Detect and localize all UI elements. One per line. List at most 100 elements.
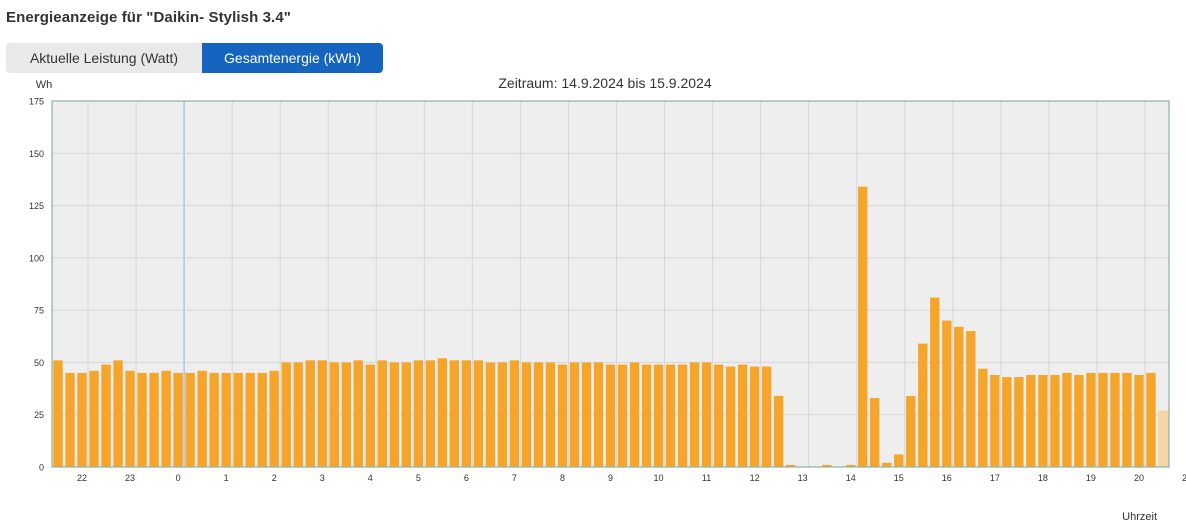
bar bbox=[425, 360, 436, 467]
x-tick-label: 12 bbox=[750, 473, 760, 483]
y-tick-label: 100 bbox=[29, 253, 44, 263]
bar bbox=[858, 186, 868, 467]
bar bbox=[413, 360, 424, 467]
bar bbox=[113, 360, 123, 467]
x-tick-label: 0 bbox=[176, 473, 181, 483]
tab-bar: Aktuelle Leistung (Watt) Gesamtenergie (… bbox=[6, 43, 383, 73]
bar bbox=[954, 326, 964, 467]
bar bbox=[353, 360, 363, 467]
bar bbox=[269, 370, 279, 467]
bar bbox=[653, 364, 664, 467]
x-tick-label: 20 bbox=[1134, 473, 1144, 483]
y-tick-label: 50 bbox=[34, 358, 44, 368]
bar bbox=[365, 364, 375, 467]
bar bbox=[930, 297, 940, 467]
bar bbox=[257, 372, 267, 467]
x-tick-label: 17 bbox=[990, 473, 1000, 483]
bar-partial bbox=[1158, 410, 1169, 467]
bar bbox=[305, 360, 315, 467]
bar bbox=[870, 397, 880, 467]
bar bbox=[713, 364, 724, 467]
bar bbox=[773, 395, 784, 467]
bar bbox=[581, 362, 592, 467]
bar bbox=[65, 372, 75, 467]
bar bbox=[1038, 374, 1048, 467]
bar bbox=[785, 464, 796, 467]
bar bbox=[761, 366, 772, 467]
bar bbox=[485, 362, 496, 467]
bar bbox=[689, 362, 700, 467]
bar bbox=[101, 364, 111, 467]
bar bbox=[1122, 372, 1132, 467]
bar bbox=[1050, 374, 1060, 467]
bar bbox=[317, 360, 327, 467]
bar bbox=[1062, 372, 1072, 467]
bar bbox=[137, 372, 147, 467]
y-tick-label: 125 bbox=[29, 201, 44, 211]
bar bbox=[185, 372, 195, 467]
x-tick-label: 11 bbox=[702, 473, 711, 483]
bar bbox=[1146, 372, 1156, 467]
bar bbox=[978, 368, 988, 467]
y-tick-label: 175 bbox=[29, 97, 44, 107]
tab-current-power[interactable]: Aktuelle Leistung (Watt) bbox=[6, 43, 202, 73]
bar bbox=[665, 364, 676, 467]
bar bbox=[509, 360, 520, 467]
x-tick-label: 23 bbox=[125, 473, 135, 483]
bar bbox=[725, 366, 736, 467]
bar bbox=[990, 374, 1000, 467]
bar bbox=[737, 364, 748, 467]
bar bbox=[245, 372, 255, 467]
x-tick-label: 15 bbox=[894, 473, 904, 483]
plot-border bbox=[51, 100, 1170, 468]
bar bbox=[557, 364, 568, 467]
x-tick-label: 21 bbox=[1182, 473, 1186, 483]
x-tick-label: 13 bbox=[798, 473, 808, 483]
bar bbox=[882, 462, 892, 467]
bar bbox=[1026, 374, 1036, 467]
page-title: Energieanzeige für "Daikin- Stylish 3.4" bbox=[6, 9, 291, 26]
y-tick-label: 25 bbox=[34, 410, 44, 420]
bar bbox=[1014, 377, 1024, 467]
x-tick-label: 3 bbox=[320, 473, 325, 483]
bar bbox=[401, 362, 412, 467]
bar bbox=[53, 360, 63, 467]
bar bbox=[629, 362, 640, 467]
bar bbox=[617, 364, 628, 467]
x-tick-label: 10 bbox=[654, 473, 664, 483]
bar bbox=[545, 362, 556, 467]
bar bbox=[461, 360, 472, 467]
y-axis-label: Wh bbox=[36, 79, 53, 91]
bar bbox=[701, 362, 712, 467]
x-tick-label: 8 bbox=[560, 473, 565, 483]
bar bbox=[449, 360, 460, 467]
x-tick-label: 7 bbox=[512, 473, 517, 483]
bar bbox=[149, 372, 159, 467]
x-tick-label: 19 bbox=[1086, 473, 1096, 483]
x-tick-label: 14 bbox=[846, 473, 856, 483]
bar bbox=[89, 370, 99, 467]
bar bbox=[125, 370, 135, 467]
bar bbox=[1086, 372, 1096, 467]
bar bbox=[1002, 377, 1012, 467]
bar bbox=[894, 454, 904, 467]
bar bbox=[906, 395, 916, 467]
x-tick-label: 22 bbox=[77, 473, 87, 483]
bar bbox=[497, 362, 508, 467]
y-tick-label: 75 bbox=[34, 306, 44, 316]
bar bbox=[77, 372, 87, 467]
bar bbox=[966, 331, 976, 467]
bar bbox=[569, 362, 580, 467]
bar bbox=[437, 358, 448, 467]
bar bbox=[918, 343, 928, 467]
bar bbox=[161, 370, 171, 467]
bar bbox=[822, 464, 832, 467]
y-tick-label: 150 bbox=[29, 149, 44, 159]
bar bbox=[846, 464, 856, 467]
bar bbox=[942, 320, 952, 467]
x-tick-label: 18 bbox=[1038, 473, 1048, 483]
tab-total-energy[interactable]: Gesamtenergie (kWh) bbox=[202, 43, 383, 73]
bar bbox=[341, 362, 351, 467]
bar bbox=[605, 364, 616, 467]
